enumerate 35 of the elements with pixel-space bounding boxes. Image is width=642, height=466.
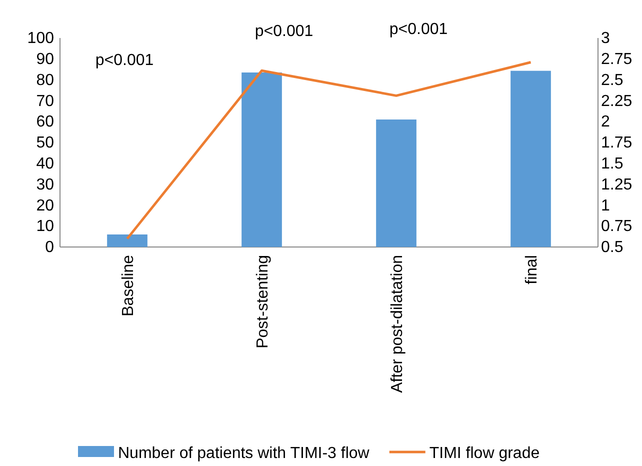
x-tick-label: Baseline (120, 254, 137, 316)
y2-tick-label: 1.5 (601, 156, 624, 173)
y2-tick-label: 2.25 (601, 92, 632, 110)
y-tick-label: 40 (36, 156, 54, 173)
y-tick-label: 0 (45, 239, 54, 256)
bar (107, 234, 148, 247)
y2-tick-label: 0.5 (601, 239, 624, 256)
y2-tick-label: 1.75 (601, 134, 632, 152)
annotation: p<0.001 (254, 22, 314, 40)
y2-tick-label: 3 (601, 30, 610, 48)
y-tick-label: 90 (36, 51, 54, 68)
y-tick-label: 50 (36, 134, 54, 152)
x-tick-label: final (523, 255, 540, 284)
annotation: p<0.001 (95, 52, 154, 70)
y2-tick-label: 1.25 (601, 176, 632, 194)
y-tick-label: 20 (36, 197, 54, 214)
y2-tick-label: 1 (601, 197, 610, 214)
y-tick-label: 70 (36, 92, 54, 110)
y-tick-label: 60 (36, 114, 54, 131)
y2-tick-label: 2 (601, 114, 610, 131)
bar (510, 70, 551, 247)
x-tick-label: Post-stenting (254, 255, 272, 348)
y2-tick-label: 0.75 (601, 218, 632, 236)
y-tick-label: 100 (27, 30, 54, 48)
legend-label: TIMI flow grade (429, 445, 540, 462)
legend-label: Number of patients with TIMI-3 flow (118, 445, 370, 462)
y2-tick-label: 2.75 (601, 51, 632, 68)
bar (242, 72, 282, 247)
y-tick-label: 30 (36, 176, 54, 194)
y-tick-label: 10 (36, 218, 54, 236)
y2-tick-label: 2.5 (601, 72, 624, 89)
bar (376, 120, 416, 247)
text: p<0.001 (389, 20, 448, 38)
x-tick-label: After post-dilatation (388, 255, 406, 393)
y-tick-label: 80 (36, 72, 54, 89)
